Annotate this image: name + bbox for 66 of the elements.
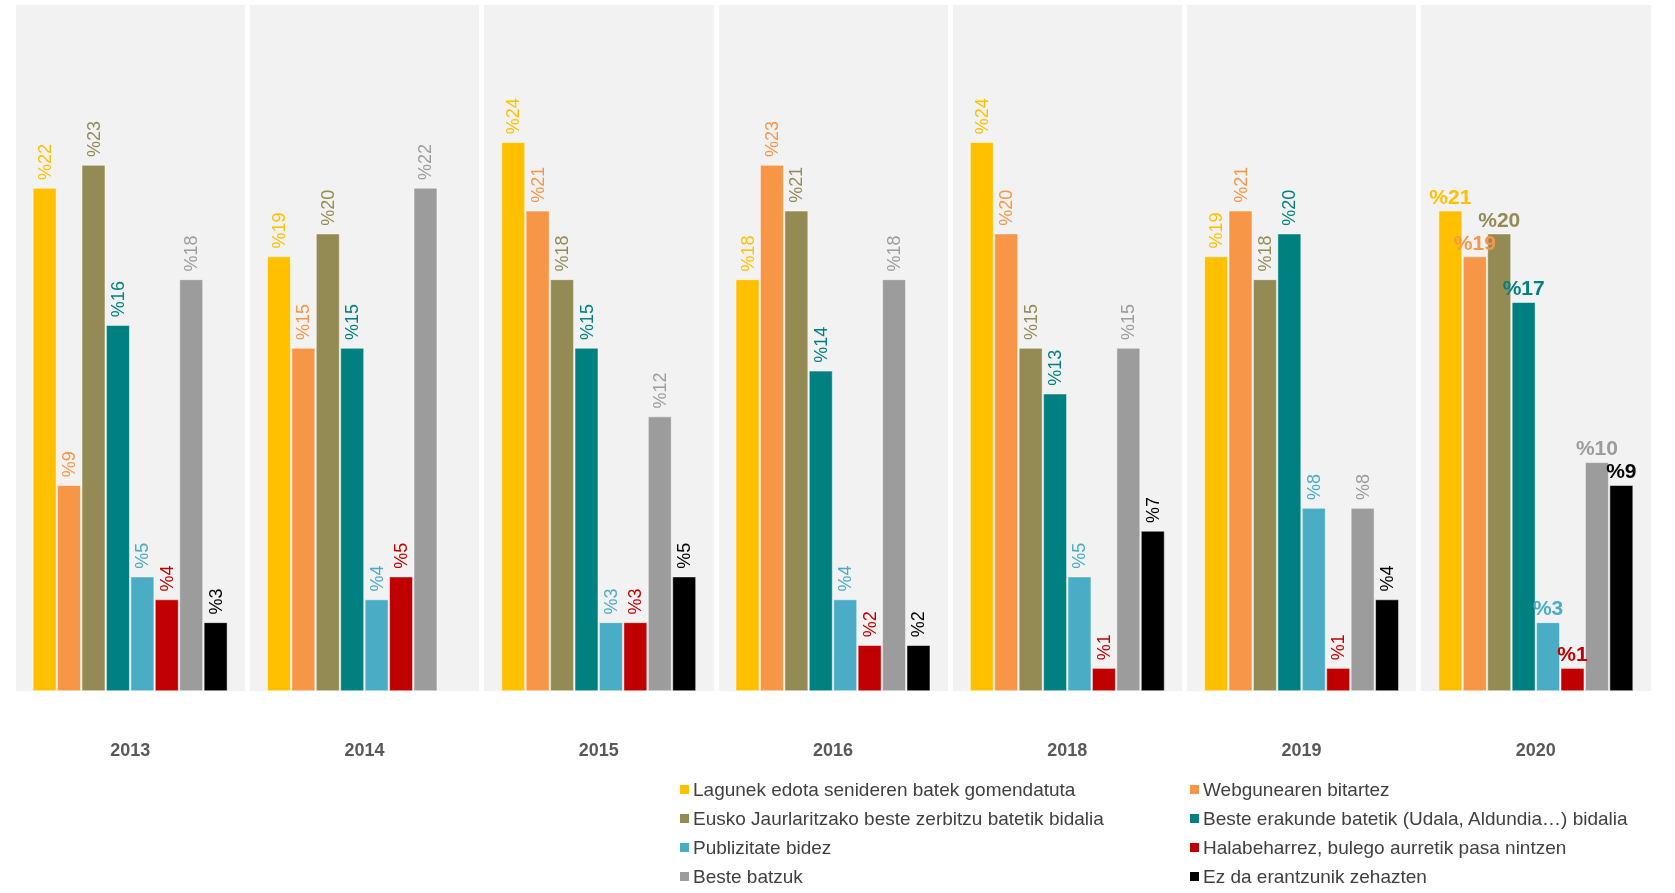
data-label: %13 [1045,349,1066,386]
data-label: %3 [205,588,226,615]
legend-label: Ez da erantzunik zehazten [1203,866,1427,887]
x-tick-label: 2013 [110,740,151,760]
data-label: %23 [83,121,104,158]
data-label: %18 [552,235,573,272]
data-label: %19 [268,212,289,249]
data-label: %20 [996,189,1017,226]
data-label: %15 [293,303,314,340]
data-label: %4 [835,565,856,592]
legend-label: Halabeharrez, bulego aurretik pasa nintzen [1203,837,1567,858]
legend-label: Lagunek edota senideren batek gomendatuta [693,779,1076,800]
legend-label: Publizitate bidez [693,837,832,858]
x-tick-label: 2020 [1515,740,1556,760]
data-label: %15 [1118,303,1139,340]
data-label: %8 [1303,474,1324,501]
legend-label: Webgunearen bitartez [1203,779,1390,800]
legend-label: Eusko Jaurlaritzako beste zerbitzu batetik bidalia [693,808,1105,829]
x-tick-label: 2018 [1047,740,1088,760]
data-label: %18 [737,235,758,272]
data-label: %21 [1230,166,1251,203]
data-label: %9 [59,451,80,478]
data-label: %7 [1142,496,1163,523]
data-label: %24 [971,98,992,135]
legend-label: Beste batzuk [693,866,804,887]
data-label: %2 [859,611,880,638]
data-label: %20 [317,189,338,226]
data-label: %8 [1352,474,1373,501]
data-label: %18 [1254,235,1275,272]
data-label: %15 [1020,303,1041,340]
data-label: %2 [908,611,929,638]
data-label: %20 [1478,207,1521,231]
x-tick-label: 2019 [1281,740,1322,760]
data-label: %23 [761,121,782,158]
data-label: %4 [156,565,177,592]
data-label: %15 [576,303,597,340]
data-label: %21 [786,166,807,203]
legend-label: Beste erakunde batetik (Udala, Aldundia…) bidalia [1203,808,1629,829]
data-label: %20 [1279,189,1300,226]
data-label: %19 [1206,212,1227,249]
data-label: %1 [1093,634,1114,661]
data-label: %12 [649,372,670,409]
data-label: %5 [1069,542,1090,569]
data-label: %22 [34,143,55,180]
data-label: %3 [625,588,646,615]
x-tick-label: 2016 [812,740,854,760]
data-label: %4 [366,565,387,592]
data-label: %10 [1575,436,1618,460]
data-label: %4 [1377,565,1398,592]
data-label: %14 [810,326,831,363]
data-label: %18 [181,235,202,272]
x-tick-label: 2014 [344,740,385,760]
data-label: %18 [884,235,905,272]
data-label: %5 [391,542,412,569]
data-label: %21 [527,166,548,203]
data-label: %1 [1328,634,1349,661]
data-label: %3 [600,588,621,615]
data-label: %16 [107,281,128,318]
x-tick-label: 2015 [578,740,619,760]
data-label: %15 [342,303,363,340]
data-label: %5 [132,542,153,569]
data-label: %21 [1429,184,1472,208]
data-label: %5 [674,542,695,569]
data-label: %22 [415,143,436,180]
data-label: %24 [503,98,524,135]
data-label: %9 [1606,459,1637,483]
